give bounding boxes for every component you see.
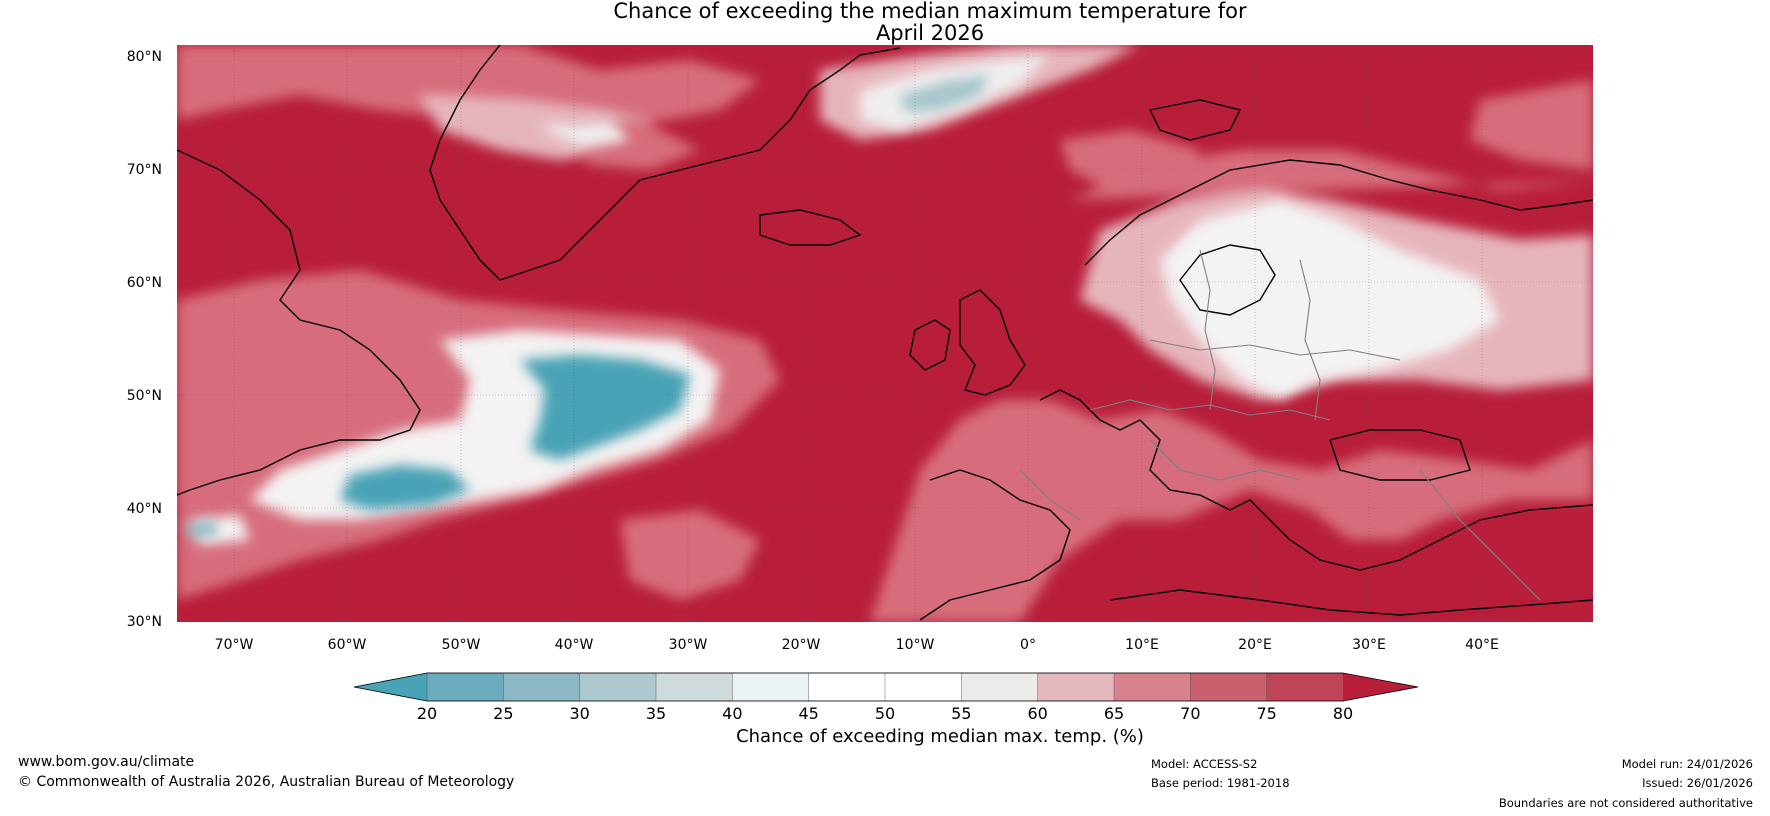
colorbar-cell: [503, 672, 581, 702]
colorbar-cell: [1266, 672, 1344, 702]
chart-title-line2: April 2026: [875, 21, 985, 45]
colorbar-tick-label: 75: [1256, 704, 1276, 723]
gridlines: [177, 45, 1593, 622]
colorbar-label: Chance of exceeding median max. temp. (%…: [736, 726, 1144, 747]
colorbar-tick-label: 70: [1180, 704, 1200, 723]
colorbar-cell: [961, 672, 1039, 702]
lat-label: 70°N: [127, 162, 162, 178]
lon-label: 30°E: [1352, 637, 1386, 653]
lon-label: 30°W: [669, 637, 708, 653]
colorbar-tick-label: 20: [417, 704, 437, 723]
colorbar-extend-low: [354, 673, 427, 701]
country-borders: [1019, 249, 1541, 601]
colorbar-tick-label: 25: [493, 704, 513, 723]
lon-label: 40°E: [1465, 637, 1499, 653]
lon-label: 20°W: [782, 637, 821, 653]
lon-label: 70°W: [215, 637, 254, 653]
coastlines: [177, 45, 1593, 621]
colorbar-cell: [1113, 672, 1192, 702]
model-run-text: Model run: 24/01/2026: [1621, 757, 1753, 771]
colorbar-tick-label: 55: [951, 704, 971, 723]
lon-label: 10°E: [1125, 637, 1159, 653]
lat-label: 30°N: [127, 614, 162, 630]
colorbar-cell: [884, 672, 963, 702]
colorbar-cell: [1190, 672, 1268, 702]
base-period-text: Base period: 1981-2018: [1151, 776, 1290, 790]
lat-label: 50°N: [127, 388, 162, 404]
colorbar-cell: [808, 672, 886, 702]
lat-label: 40°N: [127, 501, 162, 517]
colorbar-cell: [579, 672, 657, 702]
lon-label: 50°W: [442, 637, 481, 653]
website-text: www.bom.gov.au/climate: [18, 754, 195, 770]
lon-label: 40°W: [555, 637, 594, 653]
chart-title-line1: Chance of exceeding the median maximum t…: [613, 0, 1247, 23]
copyright-text: © Commonwealth of Australia 2026, Austra…: [18, 774, 515, 790]
colorbar-cell: [1037, 672, 1115, 702]
colorbar: 20 25 30 35 40 45 50 55 60 65 70 75 80: [353, 672, 1419, 723]
lat-label: 60°N: [127, 275, 162, 291]
issued-text: Issued: 26/01/2026: [1642, 776, 1753, 790]
disclaimer-text: Boundaries are not considered authoritat…: [1498, 796, 1753, 810]
low-regions: [185, 75, 990, 538]
colorbar-tick-label: 35: [646, 704, 666, 723]
colorbar-tick-label: 45: [798, 704, 818, 723]
colorbar-tick-label: 50: [875, 704, 895, 723]
colorbar-tick-label: 80: [1333, 704, 1353, 723]
lon-label: 10°W: [896, 637, 935, 653]
lat-label: 80°N: [127, 49, 162, 65]
colorbar-extend-high: [1343, 673, 1418, 701]
model-text: Model: ACCESS-S2: [1151, 757, 1258, 771]
colorbar-tick-label: 60: [1027, 704, 1047, 723]
colorbar-tick-label: 30: [569, 704, 589, 723]
lon-label: 20°E: [1238, 637, 1272, 653]
colorbar-cell: [732, 672, 810, 702]
colorbar-tick-label: 40: [722, 704, 742, 723]
lon-label: 0°: [1020, 637, 1036, 653]
colorbar-tick-label: 65: [1104, 704, 1124, 723]
colorbar-cell: [426, 672, 505, 702]
lon-label: 60°W: [328, 637, 367, 653]
colorbar-cell: [655, 672, 734, 702]
